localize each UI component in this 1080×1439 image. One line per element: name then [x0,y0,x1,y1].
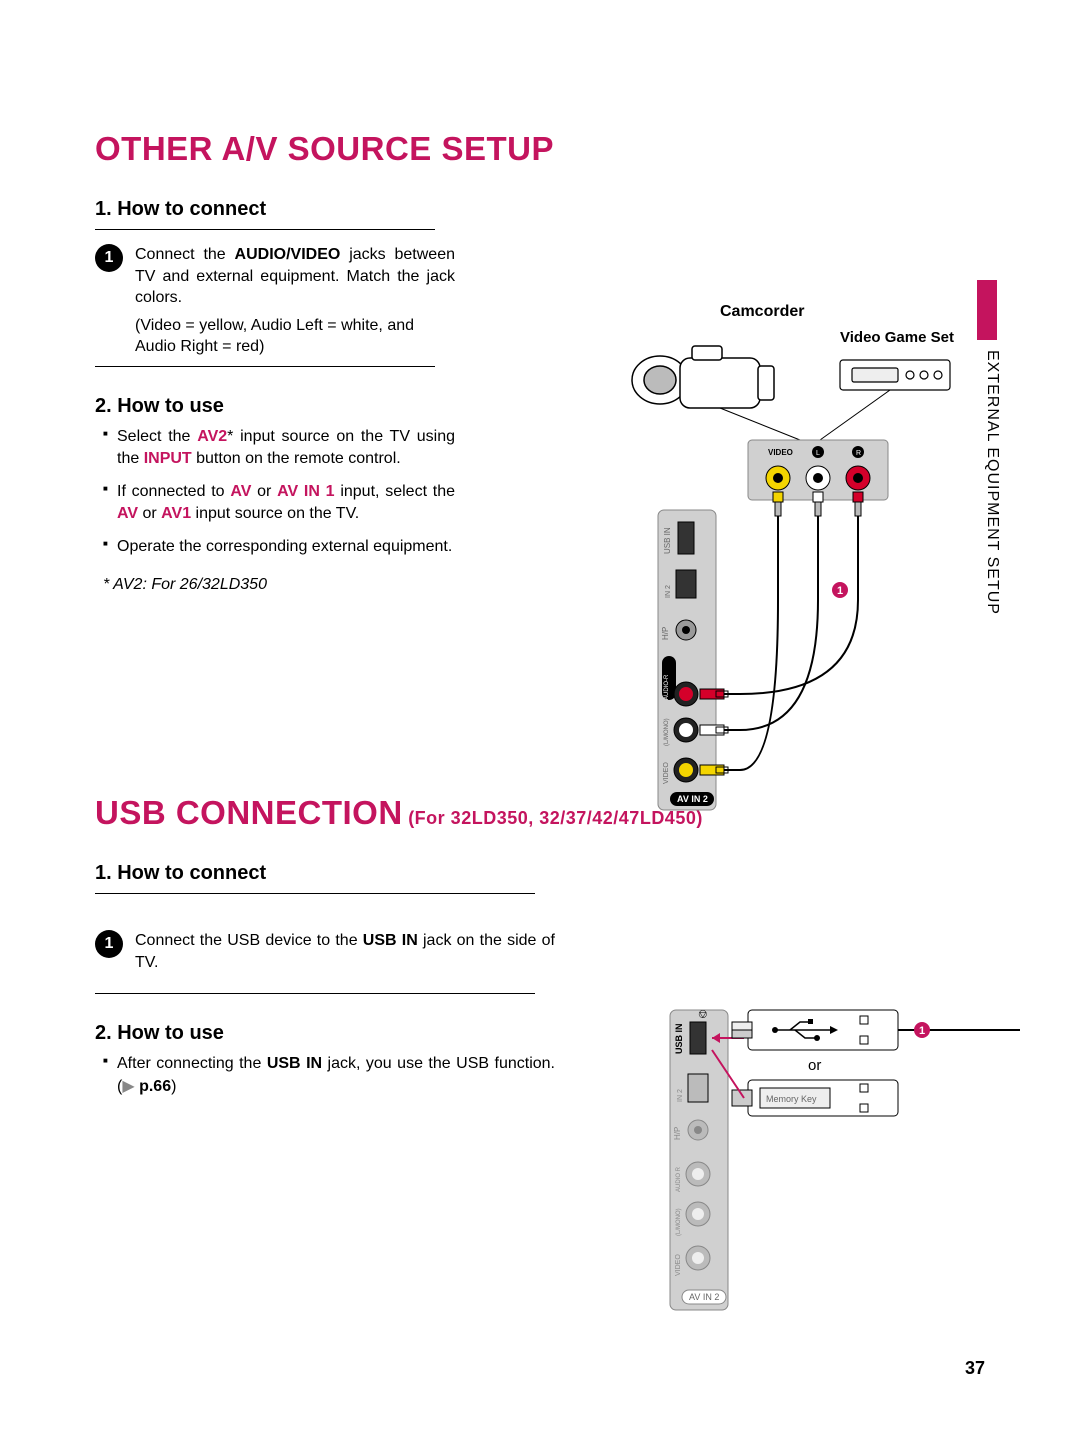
svg-text:AUDIO R: AUDIO R [676,1166,682,1192]
svg-text:(L/MONO): (L/MONO) [676,1208,682,1236]
svg-text:VIDEO: VIDEO [675,1254,682,1276]
svg-text:H/P: H/P [661,627,670,640]
svg-text:1: 1 [837,585,843,597]
s1-connect-step1-sub: (Video = yellow, Audio Left = white, and… [135,315,455,358]
divider [95,893,535,894]
step-number-badge: 1 [95,930,123,958]
divider [95,229,435,230]
section1-title: OTHER A/V SOURCE SETUP [95,130,975,168]
s2-use-list: After connecting the USB IN jack, you us… [103,1053,555,1098]
svg-text:R: R [856,450,861,457]
s1-footnote: * AV2: For 26/32LD350 [103,576,455,594]
memory-key-icon: Memory Key [732,1080,898,1116]
svg-text:IN 2: IN 2 [677,1089,684,1102]
s2-connect-heading: 1. How to connect [95,862,555,885]
s1-use-b3: Operate the corresponding external equip… [103,536,455,558]
svg-text:Memory Key: Memory Key [766,1094,817,1104]
section-tab [977,280,997,340]
svg-text:USB IN: USB IN [663,527,672,554]
s2-connect-step1: Connect the USB device to the USB IN jac… [135,930,555,973]
s1-use-b1: Select the AV2* input source on the TV u… [103,426,455,471]
svg-text:(L/MONO): (L/MONO) [664,718,670,746]
svg-text:1: 1 [919,1025,925,1037]
section-side-label: EXTERNAL EQUIPMENT SETUP [983,350,1001,615]
s1-connect-step1: Connect the AUDIO/VIDEO jacks between TV… [135,244,455,309]
svg-text:USB IN: USB IN [674,1023,684,1054]
svg-text:AUDIO-R: AUDIO-R [664,674,670,700]
svg-text:VIDEO: VIDEO [768,448,793,457]
svg-text:L: L [816,450,820,457]
camcorder-label: Camcorder [720,303,804,320]
vgs-label: Video Game Set [840,329,954,346]
svg-text:H/P: H/P [673,1127,682,1140]
divider [95,993,535,994]
svg-text:⎊: ⎊ [698,1007,708,1021]
video-game-set-icon [840,360,950,390]
divider [95,366,435,367]
usb-stick-icon [732,1010,898,1050]
step-number-badge: 1 [95,244,123,272]
svg-text:AV IN 2: AV IN 2 [677,794,708,804]
usb-connection-diagram: USB IN ⎊ IN 2 H/P AUDIO R (L/MONO) VIDEO… [660,1000,1020,1380]
camcorder-icon [632,346,774,408]
page-number: 37 [965,1358,985,1379]
svg-text:IN 2: IN 2 [665,585,672,598]
s1-use-list: Select the AV2* input source on the TV u… [103,426,455,558]
s2-use-heading: 2. How to use [95,1022,555,1045]
s2-use-b1: After connecting the USB IN jack, you us… [103,1053,555,1098]
svg-text:VIDEO: VIDEO [663,762,670,784]
s1-use-b2: If connected to AV or AV IN 1 input, sel… [103,481,455,526]
s1-connect-heading: 1. How to connect [95,198,455,221]
av-connection-diagram: Camcorder Video Game Set [620,300,980,870]
svg-text:or: or [808,1057,821,1074]
s1-use-heading: 2. How to use [95,395,455,418]
svg-text:AV IN 2: AV IN 2 [689,1292,719,1302]
